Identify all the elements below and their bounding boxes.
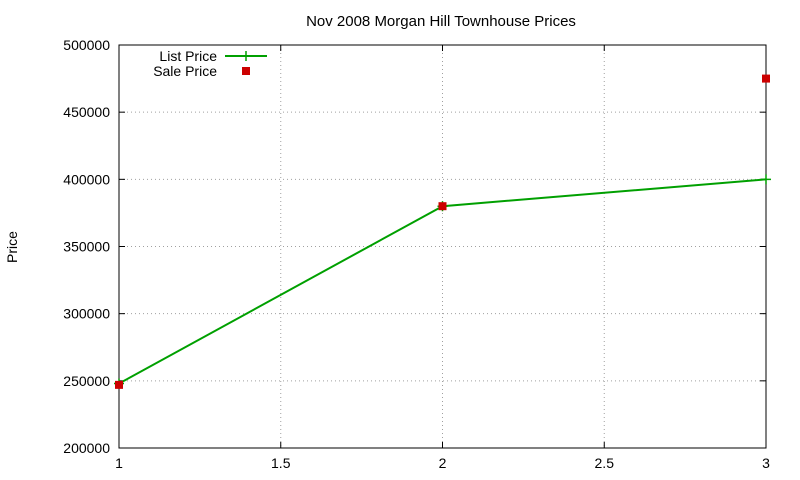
- y-tick-label: 450000: [63, 104, 110, 120]
- x-tick-label: 2.5: [595, 455, 615, 471]
- x-tick-label: 1: [115, 455, 123, 471]
- y-tick-label: 250000: [63, 373, 110, 389]
- y-tick-label: 300000: [63, 306, 110, 322]
- legend-marker-list-price: [241, 51, 251, 61]
- y-tick-label: 500000: [63, 37, 110, 53]
- legend-label-list-price: List Price: [159, 48, 217, 64]
- y-tick-label: 400000: [63, 171, 110, 187]
- x-tick-label: 2: [439, 455, 447, 471]
- legend-marker-sale-price: [242, 67, 250, 75]
- x-tick-label: 1.5: [271, 455, 291, 471]
- series-layer: [114, 74, 771, 389]
- grid: [119, 45, 766, 448]
- y-tick-label: 200000: [63, 440, 110, 456]
- y-tick-label: 350000: [63, 239, 110, 255]
- data-point-sale-price: [115, 380, 123, 389]
- legend: List Price Sale Price: [153, 48, 267, 79]
- data-point-sale-price: [762, 74, 770, 83]
- y-axis-label: Price: [4, 231, 20, 263]
- data-point-sale-price: [438, 202, 447, 211]
- legend-label-sale-price: Sale Price: [153, 63, 217, 79]
- data-point-list-price: [761, 174, 771, 185]
- chart-title: Nov 2008 Morgan Hill Townhouse Prices: [306, 13, 576, 30]
- x-tick-label: 3: [762, 455, 770, 471]
- axis-ticks: 1 1.5 2 2.5 3 200000 250000 300000 350000 400000 4…: [63, 37, 770, 471]
- series-sale-price: [115, 74, 770, 389]
